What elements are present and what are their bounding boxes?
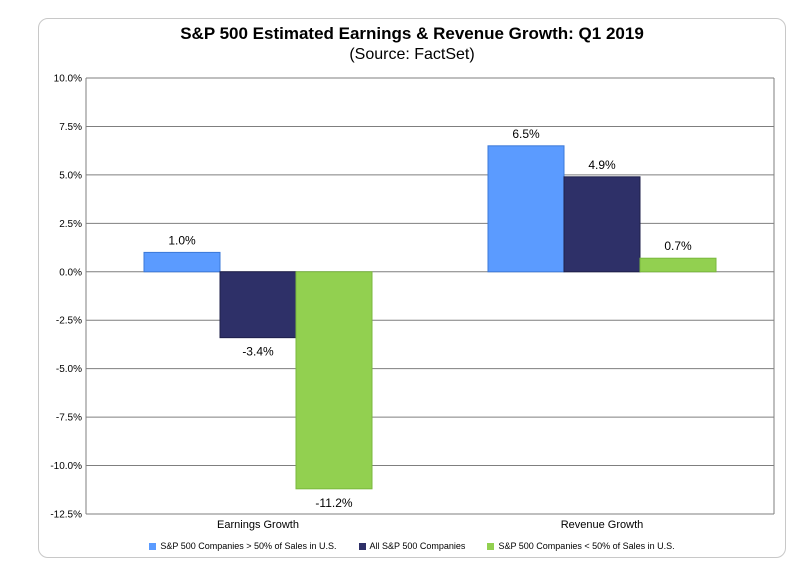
data-label: -11.2% [315, 496, 352, 510]
data-label: 6.5% [512, 127, 540, 141]
legend: S&P 500 Companies > 50% of Sales in U.S.… [38, 538, 786, 554]
y-tick-label: -12.5% [50, 510, 82, 521]
category-label: Revenue Growth [561, 519, 644, 531]
data-label: 4.9% [588, 158, 616, 172]
bar-over-50-revenue [487, 145, 565, 273]
chart-frame [38, 18, 786, 558]
legend-swatch-over-50 [149, 542, 157, 550]
y-tick-label: 0.0% [59, 267, 82, 278]
category-label: Earnings Growth [217, 519, 299, 531]
legend-label-over-50: S&P 500 Companies > 50% of Sales in U.S. [160, 541, 337, 551]
chart-title: S&P 500 Estimated Earnings & Revenue Gro… [180, 24, 644, 43]
data-label: 0.7% [664, 239, 692, 253]
bar-all-earnings [219, 271, 297, 339]
y-tick-label: 7.5% [59, 122, 82, 133]
data-label: 1.0% [168, 233, 196, 247]
bar-under-50-revenue [639, 257, 717, 273]
legend-swatch-all [358, 542, 366, 550]
y-tick-label: -5.0% [56, 364, 82, 375]
y-tick-label: 10.0% [54, 74, 82, 85]
legend-item-all: All S&P 500 Companies [358, 541, 466, 551]
legend-swatch-under-50 [487, 542, 495, 550]
legend-label-under-50: S&P 500 Companies < 50% of Sales in U.S. [498, 541, 675, 551]
legend-item-over-50: S&P 500 Companies > 50% of Sales in U.S. [149, 541, 337, 551]
legend-label-all: All S&P 500 Companies [369, 541, 466, 551]
y-tick-label: 5.0% [59, 170, 82, 181]
bar-under-50-earnings [295, 271, 373, 490]
bar-over-50-earnings [143, 251, 221, 273]
legend-item-under-50: S&P 500 Companies < 50% of Sales in U.S. [487, 541, 675, 551]
chart-subtitle: (Source: FactSet) [349, 46, 475, 63]
y-tick-label: -10.0% [50, 461, 82, 472]
y-tick-label: 2.5% [59, 219, 82, 230]
y-tick-label: -7.5% [56, 413, 82, 424]
bar-all-revenue [563, 176, 641, 273]
data-label: -3.4% [242, 345, 274, 359]
y-tick-label: -2.5% [56, 316, 82, 327]
